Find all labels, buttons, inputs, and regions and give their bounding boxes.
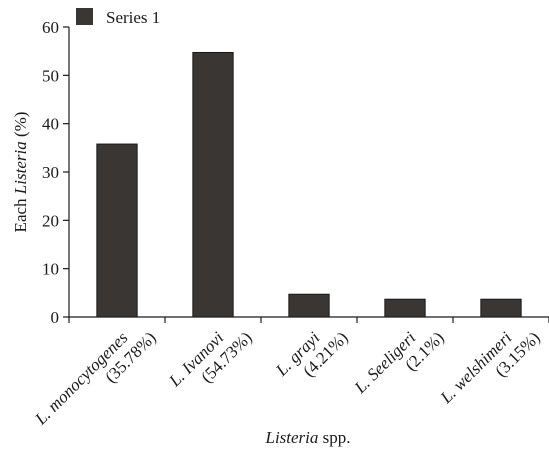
y-axis-ticks: 0 10 20 30 40 50 60 (42, 18, 69, 327)
y-tick-label: 10 (42, 260, 59, 279)
y-axis-title: Each Listeria (%) (11, 112, 30, 233)
x-category-label: L. grayi(4.21%) (271, 314, 351, 394)
x-category-label: L. welshimeri(3.15%) (436, 314, 544, 422)
x-axis-title: Listeria spp. (264, 428, 350, 447)
x-category-label: L. monocytogenes(35.78%) (31, 314, 160, 443)
x-category-labels: L. monocytogenes(35.78%) L. Ivanovi(54.73… (31, 314, 544, 443)
legend: Series 1 (76, 8, 160, 27)
bar-3 (288, 293, 330, 318)
bar-1 (96, 143, 138, 318)
bar-5 (480, 298, 522, 318)
y-tick-label: 20 (42, 211, 59, 230)
y-tick-label: 0 (51, 308, 60, 327)
x-category-label: L. Ivanovi(54.73%) (165, 314, 256, 405)
x-axis-ticks (68, 317, 549, 323)
y-tick-label: 50 (42, 66, 59, 85)
bar-2 (192, 51, 234, 318)
legend-label-series-1: Series 1 (106, 8, 160, 27)
y-tick-label: 40 (42, 115, 59, 134)
x-category-label: L. Seeligeri(2.1%) (350, 314, 448, 412)
bar-4 (384, 298, 426, 318)
y-tick-label: 30 (42, 163, 59, 182)
legend-swatch-series-1 (76, 8, 93, 25)
y-tick-label: 60 (42, 18, 59, 37)
bars-series-1 (96, 51, 522, 318)
